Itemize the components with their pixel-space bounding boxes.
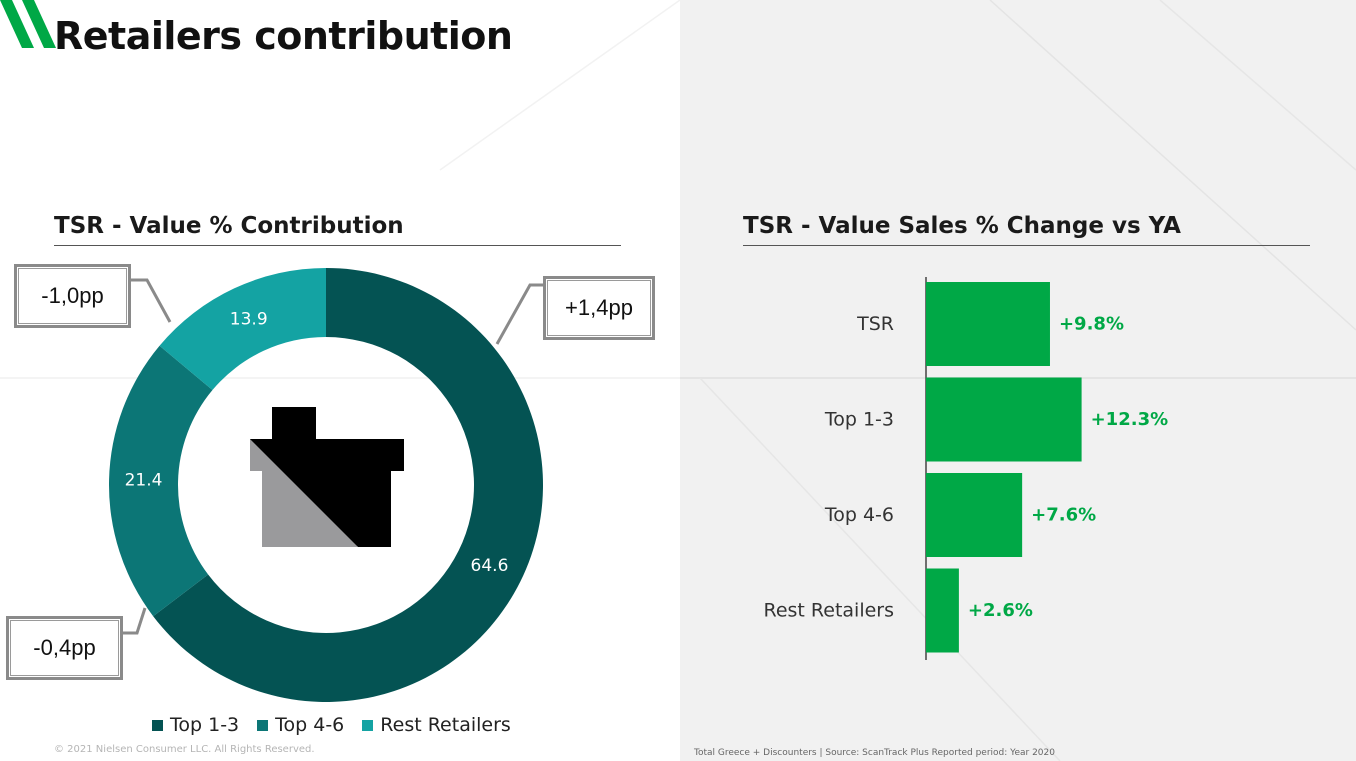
- donut-slice-rest-retailers: [159, 268, 326, 391]
- legend-item-top-1-3: Top 1-3: [152, 714, 239, 736]
- donut-label-top-1-3: 64.6: [471, 556, 509, 576]
- bar-category-top-4-6: Top 4-6: [824, 504, 894, 526]
- callout-rest-retailers: -1,0pp: [14, 264, 131, 328]
- donut-slice-top-1-3: [153, 268, 544, 703]
- store-icon: [250, 407, 404, 547]
- legend-label-top-1-3: Top 1-3: [170, 714, 240, 736]
- legend-swatch-top-1-3: [152, 719, 163, 731]
- donut-chart: 64.6 21.4 13.9: [109, 268, 544, 703]
- brand-logo: [0, 0, 56, 48]
- page-title: Retailers contribution: [54, 14, 513, 58]
- callout-top-4-6: -0,4pp: [6, 616, 123, 680]
- bar-rest-retailers: [926, 568, 959, 653]
- bar-value-label-rest-retailers: +2.6%: [968, 600, 1033, 621]
- callout-connectors: [123, 278, 543, 635]
- legend-swatch-top-4-6: [257, 719, 269, 731]
- donut-legend: Top 1-3 Top 4-6 Rest Retailers: [152, 714, 511, 736]
- legend-label-top-4-6: Top 4-6: [275, 714, 345, 736]
- bar-top-4-6: [926, 473, 1023, 557]
- donut-chart-title: TSR - Value % Contribution: [54, 213, 621, 246]
- bar-category-top-1-3: Top 1-3: [824, 409, 894, 431]
- bar-value-label-tsr: +9.8%: [1059, 314, 1124, 335]
- legend-swatch-rest-retailers: [362, 719, 374, 731]
- bar-chart-title: TSR - Value Sales % Change vs YA: [743, 213, 1310, 246]
- source-footer: Total Greece + Discounters | Source: Sca…: [694, 748, 1055, 758]
- donut-label-top-4-6: 21.4: [125, 471, 163, 491]
- bar-value-label-top-4-6: +7.6%: [1031, 505, 1096, 526]
- legend-label-rest-retailers: Rest Retailers: [380, 714, 511, 736]
- bar-tsr: [926, 282, 1050, 366]
- legend-item-top-4-6: Top 4-6: [257, 714, 344, 736]
- bar-category-rest-retailers: Rest Retailers: [763, 600, 894, 622]
- bar-top-1-3: [926, 377, 1082, 462]
- donut-slice-top-4-6: [109, 345, 213, 617]
- donut-label-rest-retailers: 13.9: [230, 310, 268, 330]
- bar-value-label-top-1-3: +12.3%: [1091, 409, 1169, 430]
- callout-top-1-3: +1,4pp: [543, 276, 655, 340]
- copyright-footer: © 2021 Nielsen Consumer LLC. All Rights …: [54, 744, 315, 755]
- legend-item-rest-retailers: Rest Retailers: [362, 714, 511, 736]
- bar-category-tsr: TSR: [856, 313, 894, 335]
